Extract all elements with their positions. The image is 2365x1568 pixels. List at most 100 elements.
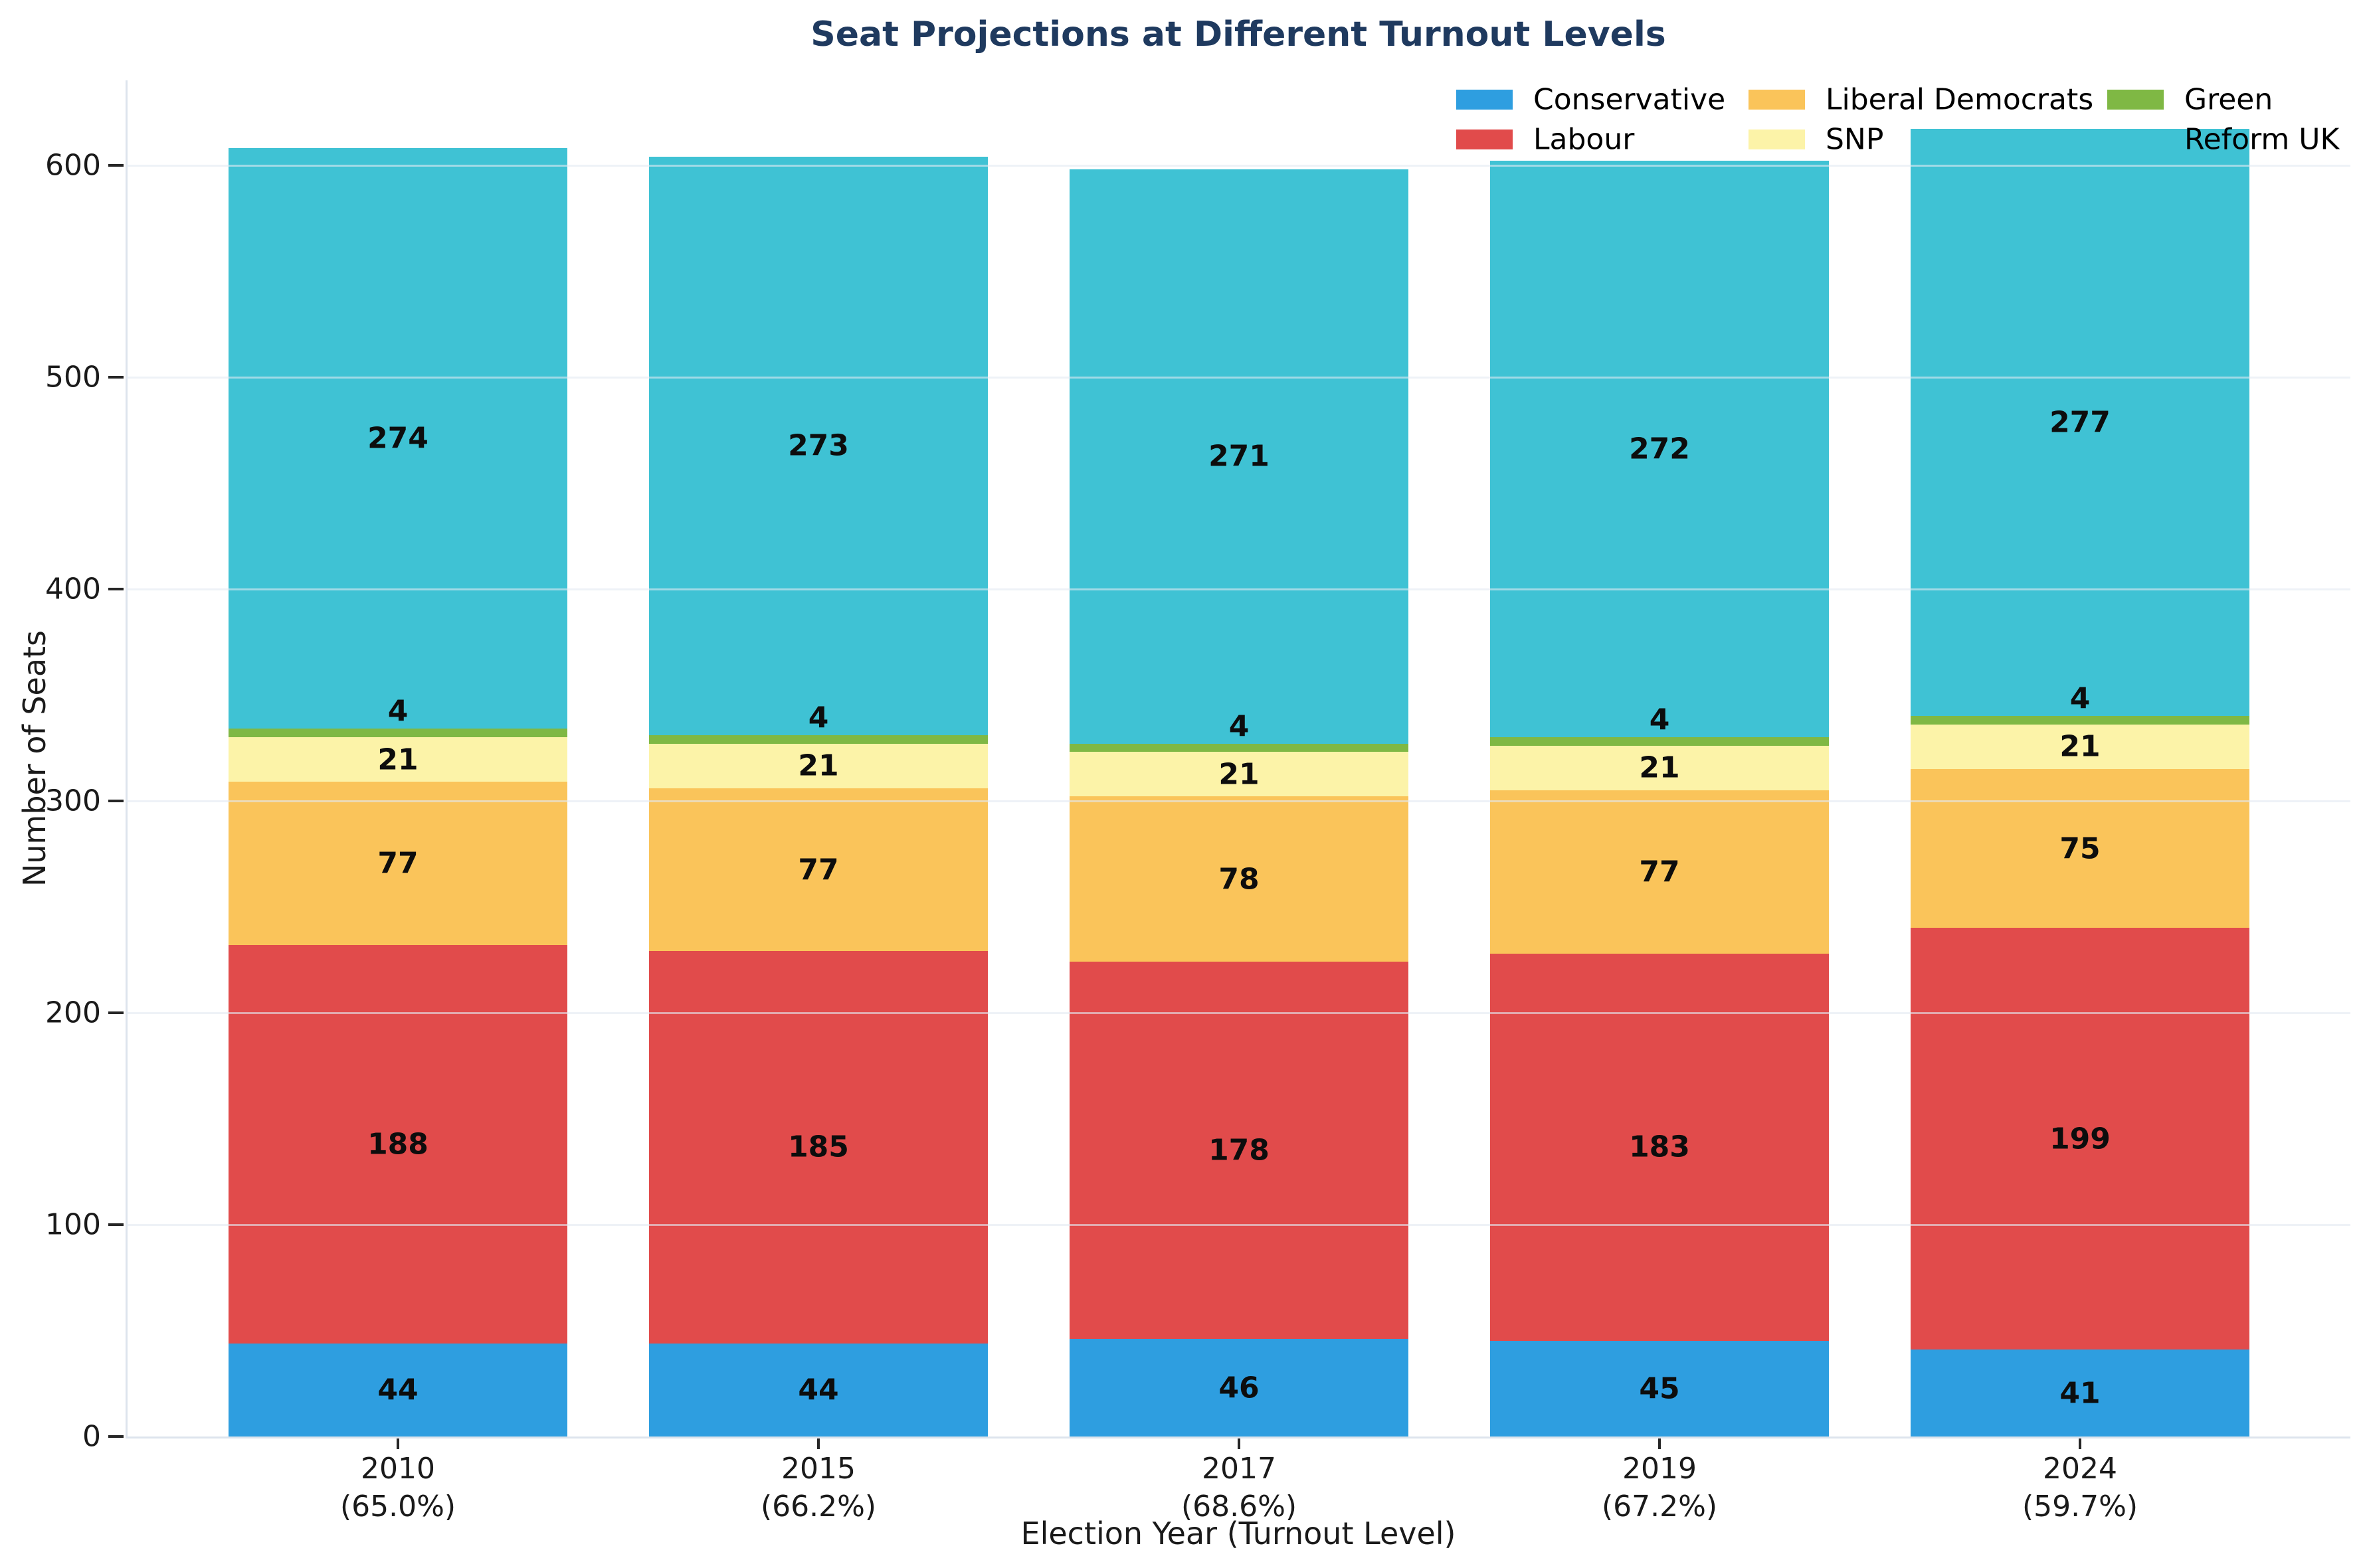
bar-segment-labour-2019 xyxy=(1490,953,1829,1342)
y-tick-mark xyxy=(108,163,124,167)
bar-segment-conservative-2010 xyxy=(229,1343,567,1437)
y-tick-label: 0 xyxy=(82,1419,101,1454)
y-tick-label: 200 xyxy=(45,996,101,1030)
legend-label: Reform UK xyxy=(2184,122,2340,157)
y-tick-mark xyxy=(108,799,124,802)
bar-segment-reform-uk-2019 xyxy=(1490,161,1829,738)
x-tick-mark xyxy=(2079,1438,2081,1449)
x-tick-label-2010: 2010 (65.0%) xyxy=(340,1450,456,1525)
bar-segment-conservative-2017 xyxy=(1070,1339,1408,1437)
green-legend-swatch xyxy=(2107,90,2164,110)
bar-segment-reform-uk-2015 xyxy=(649,156,988,735)
labour-legend-swatch xyxy=(1456,130,1513,149)
bar-value-label-snp-2015: 21 xyxy=(798,748,839,783)
x-tick-year: 2010 xyxy=(361,1452,435,1486)
bar-segment-labour-2024 xyxy=(1911,928,2249,1350)
bar-segment-snp-2010 xyxy=(229,737,567,782)
gridline-400 xyxy=(126,588,2350,590)
bar-segment-green-2019 xyxy=(1490,737,1829,746)
bar-value-label-green-2019: 4 xyxy=(1649,703,1670,737)
bar-value-label-reform-uk-2019: 272 xyxy=(1629,432,1690,466)
bar-value-label-snp-2017: 21 xyxy=(1218,757,1260,792)
y-tick-label: 400 xyxy=(45,572,101,606)
legend-label: Labour xyxy=(1533,122,1635,157)
bar-value-label-liberal-democrats-2024: 75 xyxy=(2059,831,2101,866)
bar-value-label-labour-2019: 183 xyxy=(1629,1130,1690,1164)
bar-segment-reform-uk-2024 xyxy=(1911,129,2249,717)
bar-segment-reform-uk-2017 xyxy=(1070,169,1408,744)
x-tick-turnout: (66.2%) xyxy=(760,1490,877,1524)
y-tick-label: 300 xyxy=(45,784,101,818)
bar-value-label-labour-2024: 199 xyxy=(2049,1122,2111,1156)
liberal-democrats-legend-swatch xyxy=(1749,90,1805,110)
bar-segment-labour-2010 xyxy=(229,944,567,1344)
bar-value-label-reform-uk-2024: 277 xyxy=(2049,405,2111,440)
bar-segment-labour-2017 xyxy=(1070,962,1408,1340)
x-tick-mark xyxy=(1238,1438,1240,1449)
bar-value-label-conservative-2019: 45 xyxy=(1639,1371,1680,1406)
bar-value-label-conservative-2015: 44 xyxy=(798,1373,839,1407)
bar-segment-green-2015 xyxy=(649,735,988,744)
bar-segment-green-2010 xyxy=(229,729,567,738)
reform-uk-legend-swatch xyxy=(2107,130,2164,149)
x-tick-label-2019: 2019 (67.2%) xyxy=(1602,1450,1717,1525)
x-tick-year: 2017 xyxy=(1202,1452,1276,1486)
bar-segment-reform-uk-2010 xyxy=(229,148,567,729)
bar-value-label-labour-2015: 185 xyxy=(788,1130,849,1164)
bar-value-label-liberal-democrats-2019: 77 xyxy=(1639,855,1680,889)
y-axis-spine xyxy=(126,80,128,1438)
y-tick-mark xyxy=(108,1011,124,1014)
x-tick-label-2015: 2015 (66.2%) xyxy=(761,1450,876,1525)
bar-value-label-conservative-2017: 46 xyxy=(1218,1371,1260,1405)
bar-value-label-liberal-democrats-2010: 77 xyxy=(377,846,419,881)
y-tick-label: 600 xyxy=(45,148,101,183)
x-tick-label-2017: 2017 (68.6%) xyxy=(1181,1450,1297,1525)
bar-segment-snp-2024 xyxy=(1911,724,2249,769)
x-axis-label: Election Year (Turnout Level) xyxy=(1020,1516,1456,1551)
bar-segment-liberal-democrats-2015 xyxy=(649,788,988,952)
x-tick-year: 2015 xyxy=(781,1452,856,1486)
snp-legend-swatch xyxy=(1749,130,1805,149)
bar-segment-liberal-democrats-2010 xyxy=(229,782,567,945)
bar-value-label-green-2010: 4 xyxy=(387,694,409,729)
bar-segment-green-2017 xyxy=(1070,743,1408,752)
bar-segment-conservative-2024 xyxy=(1911,1350,2249,1437)
gridline-200 xyxy=(126,1011,2350,1014)
legend-label: SNP xyxy=(1826,122,1884,157)
y-tick-label: 100 xyxy=(45,1207,101,1242)
y-tick-mark xyxy=(108,375,124,379)
bar-value-label-reform-uk-2010: 274 xyxy=(367,421,428,456)
x-tick-mark xyxy=(397,1438,399,1449)
gridline-600 xyxy=(126,164,2350,167)
bar-value-label-reform-uk-2015: 273 xyxy=(788,428,849,463)
x-tick-year: 2024 xyxy=(2043,1452,2117,1486)
bar-segment-snp-2017 xyxy=(1070,752,1408,797)
y-tick-mark xyxy=(108,1435,124,1438)
gridline-300 xyxy=(126,800,2350,802)
bar-value-label-snp-2019: 21 xyxy=(1639,750,1680,785)
bar-value-label-labour-2017: 178 xyxy=(1208,1133,1270,1168)
bar-value-label-labour-2010: 188 xyxy=(367,1127,428,1162)
gridline-100 xyxy=(126,1223,2350,1226)
conservative-legend-swatch xyxy=(1456,90,1513,110)
x-tick-turnout: (67.2%) xyxy=(1601,1490,1718,1524)
bar-segment-snp-2019 xyxy=(1490,745,1829,790)
gridline-500 xyxy=(126,376,2350,379)
y-tick-mark xyxy=(108,587,124,590)
x-tick-turnout: (68.6%) xyxy=(1181,1490,1297,1524)
bar-value-label-liberal-democrats-2015: 77 xyxy=(798,853,839,887)
bar-segment-snp-2015 xyxy=(649,743,988,788)
legend-label: Green xyxy=(2184,82,2273,117)
legend-label: Conservative xyxy=(1533,82,1726,117)
bar-value-label-green-2015: 4 xyxy=(808,701,829,735)
bar-value-label-conservative-2024: 41 xyxy=(2059,1376,2101,1411)
y-tick-mark xyxy=(108,1223,124,1226)
legend-label: Liberal Democrats xyxy=(1826,82,2094,117)
y-tick-label: 500 xyxy=(45,360,101,394)
bar-value-label-green-2024: 4 xyxy=(2069,681,2091,716)
bar-segment-liberal-democrats-2019 xyxy=(1490,790,1829,954)
x-tick-mark xyxy=(817,1438,820,1449)
bar-value-label-snp-2024: 21 xyxy=(2059,729,2101,764)
x-tick-turnout: (65.0%) xyxy=(339,1490,456,1524)
